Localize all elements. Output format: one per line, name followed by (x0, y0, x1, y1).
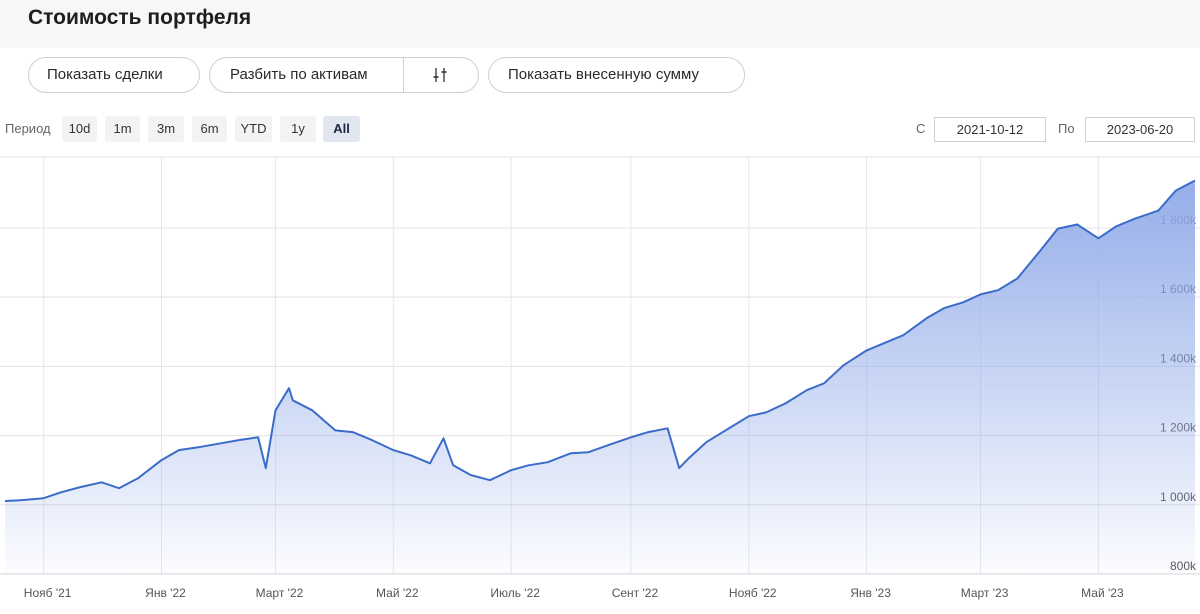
button-label: Разбить по активам (230, 66, 368, 83)
header-bar: Стоимость портфеля (0, 0, 1200, 48)
period-label: Период (5, 121, 51, 136)
from-label: С (916, 121, 926, 136)
period-button[interactable]: 3m (148, 116, 184, 142)
x-tick-label: Май '23 (1081, 586, 1124, 600)
x-tick-label: Сент '22 (612, 586, 659, 600)
x-tick-label: Янв '22 (145, 586, 186, 600)
split-button[interactable]: Разбить по активам (209, 57, 479, 93)
x-tick-label: Март '23 (961, 586, 1009, 600)
period-button[interactable]: All (323, 116, 360, 142)
button-label: Показать внесенную сумму (508, 66, 699, 83)
period-button[interactable]: 10d (62, 116, 97, 142)
area-fill (5, 180, 1195, 574)
x-tick-label: Март '22 (256, 586, 304, 600)
to-date-input[interactable]: 2023-06-20 (1085, 117, 1195, 142)
x-tick-label: Нояб '21 (24, 586, 72, 600)
period-button[interactable]: 1m (105, 116, 140, 142)
page-title: Стоимость портфеля (28, 6, 252, 29)
x-tick-label: Июль '22 (490, 586, 540, 600)
settings-icon[interactable] (432, 67, 448, 83)
x-tick-label: Май '22 (376, 586, 419, 600)
period-button[interactable]: YTD (235, 116, 272, 142)
from-date-input[interactable]: 2021-10-12 (934, 117, 1046, 142)
x-tick-label: Янв '23 (850, 586, 891, 600)
show-trades-button[interactable]: Показать сделки (28, 57, 200, 93)
to-label: По (1058, 121, 1075, 136)
button-label: Показать сделки (47, 66, 163, 83)
divider (403, 58, 404, 92)
series-line (4, 179, 1196, 502)
show-deposited-button[interactable]: Показать внесенную сумму (488, 57, 745, 93)
period-button[interactable]: 1y (280, 116, 316, 142)
x-tick-label: Нояб '22 (729, 586, 777, 600)
period-button[interactable]: 6m (192, 116, 227, 142)
